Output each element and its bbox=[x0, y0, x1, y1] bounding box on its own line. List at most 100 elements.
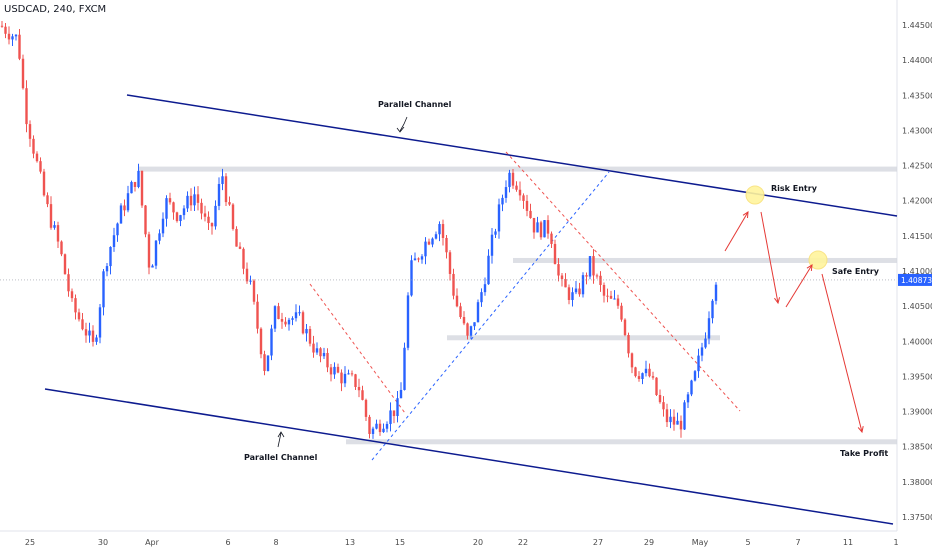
candle-body bbox=[154, 240, 158, 266]
y-tick-label: 1.38500 bbox=[902, 443, 932, 452]
candle-body bbox=[200, 202, 203, 214]
candle-body bbox=[109, 246, 112, 267]
candle-body bbox=[648, 368, 651, 377]
candle-body bbox=[483, 284, 487, 293]
y-tick-label: 1.41000 bbox=[902, 267, 932, 276]
candle-body bbox=[378, 423, 382, 433]
annotation-label-4: Take Profit bbox=[840, 449, 888, 458]
candle-body bbox=[630, 353, 634, 368]
candle-body bbox=[326, 352, 329, 368]
current-price-value: 1.40873 bbox=[901, 276, 932, 285]
candle-body bbox=[25, 88, 28, 125]
candle-body bbox=[298, 312, 301, 314]
candle-body bbox=[662, 402, 665, 410]
candle-body bbox=[707, 318, 711, 339]
arrow-down-to-take-profit-head bbox=[857, 426, 864, 434]
candle-body bbox=[494, 231, 497, 235]
candle-body bbox=[683, 402, 686, 430]
candle-body bbox=[105, 266, 109, 272]
candle-body bbox=[676, 420, 679, 425]
candle-body bbox=[231, 204, 235, 229]
candle-body bbox=[259, 328, 263, 355]
candle-body bbox=[361, 390, 364, 400]
candle-body bbox=[312, 343, 315, 353]
x-tick-label: 15 bbox=[395, 538, 405, 547]
symbol-label: USDCAD, 240, FXCM bbox=[4, 4, 107, 15]
candle-body bbox=[333, 366, 336, 375]
candle-body bbox=[445, 237, 448, 253]
candle-body bbox=[84, 329, 88, 336]
candle-body bbox=[158, 233, 161, 241]
candle-body bbox=[571, 292, 574, 300]
candle-body bbox=[238, 246, 242, 249]
candle-body bbox=[116, 223, 119, 236]
candle-body bbox=[266, 355, 270, 371]
candle-body bbox=[616, 298, 620, 306]
candle-body bbox=[91, 330, 95, 342]
arrow-down-to-take-profit bbox=[821, 273, 863, 433]
candle-body bbox=[18, 34, 21, 59]
candle-body bbox=[672, 416, 676, 425]
candle-body bbox=[249, 280, 252, 282]
channel-pointer-lower bbox=[277, 432, 282, 448]
candle-body bbox=[42, 171, 46, 196]
candle-body bbox=[49, 204, 53, 228]
candle-body bbox=[224, 176, 228, 203]
candle-body bbox=[459, 306, 462, 318]
candle-body bbox=[382, 428, 385, 433]
candle-body bbox=[420, 256, 424, 260]
arrow-up-to-risk-entry bbox=[724, 211, 749, 252]
y-tick-label: 1.43000 bbox=[902, 126, 932, 135]
candle-body bbox=[511, 172, 515, 186]
x-tick-label: 11 bbox=[843, 538, 853, 547]
candle-body bbox=[74, 298, 77, 313]
candle-body bbox=[35, 153, 39, 162]
support-zone-2 bbox=[447, 335, 720, 341]
candle-body bbox=[700, 347, 704, 356]
candle-body bbox=[95, 337, 98, 342]
arrow-down-from-risk-entry bbox=[760, 211, 779, 304]
safe-entry-circle bbox=[808, 250, 828, 270]
candle-body bbox=[137, 170, 140, 187]
arrow-up-to-safe-entry bbox=[785, 264, 813, 308]
candle-body bbox=[609, 295, 613, 299]
candle-body bbox=[175, 212, 179, 222]
candle-body bbox=[350, 373, 354, 375]
candle-body bbox=[669, 416, 672, 423]
candle-body bbox=[280, 319, 284, 322]
candle-body bbox=[599, 275, 602, 285]
candle-body bbox=[480, 292, 483, 303]
candle-body bbox=[462, 317, 466, 324]
candle-body bbox=[539, 222, 543, 238]
candle-body bbox=[123, 205, 126, 211]
channel-lower-line bbox=[44, 388, 894, 525]
candle-body bbox=[487, 255, 490, 285]
candle-body bbox=[315, 348, 319, 353]
candle-body bbox=[651, 376, 655, 378]
x-tick-label: May bbox=[692, 538, 709, 547]
y-tick-label: 1.41500 bbox=[902, 232, 932, 241]
candle-body bbox=[60, 241, 63, 255]
candle-body bbox=[126, 193, 130, 211]
y-tick-label: 1.44500 bbox=[902, 21, 932, 30]
candle-body bbox=[434, 234, 438, 239]
candle-body bbox=[711, 300, 714, 319]
candle-body bbox=[77, 312, 81, 320]
candle-body bbox=[98, 307, 102, 338]
current-price-tag bbox=[898, 273, 932, 286]
candle-body bbox=[438, 224, 441, 235]
candle-body bbox=[392, 410, 396, 417]
candle-body bbox=[263, 354, 266, 371]
annotation-label-1: Parallel Channel bbox=[244, 453, 318, 462]
y-tick-label: 1.43500 bbox=[902, 91, 932, 100]
candle-body bbox=[557, 264, 560, 276]
candle-body bbox=[413, 258, 417, 261]
candle-body bbox=[32, 138, 35, 154]
candle-body bbox=[256, 301, 259, 329]
candle-body bbox=[340, 372, 343, 384]
y-tick-label: 1.42000 bbox=[902, 197, 932, 206]
candle-body bbox=[39, 161, 42, 172]
x-tick-label: 1 bbox=[893, 538, 898, 547]
candle-body bbox=[322, 352, 326, 357]
candle-body bbox=[634, 367, 637, 377]
